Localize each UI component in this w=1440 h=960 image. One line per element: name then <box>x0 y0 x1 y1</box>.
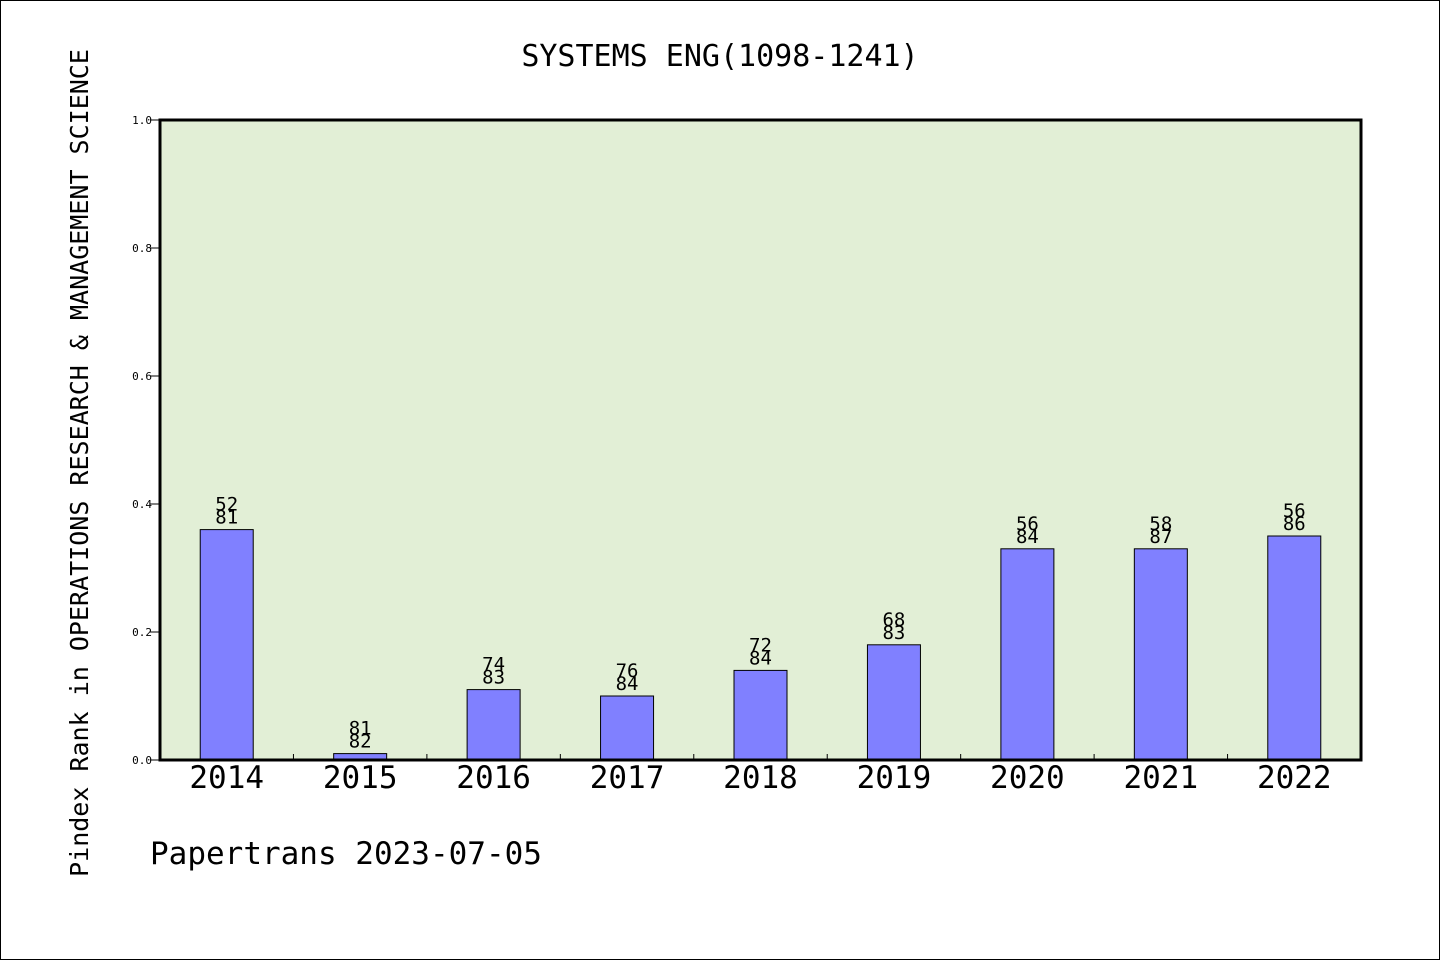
bar-label-top: 56 <box>1283 500 1306 522</box>
y-axis: 0.0 0.2 0.4 0.6 0.8 1.0 <box>132 114 160 767</box>
bar-2019 <box>866 644 921 761</box>
x-tick-label: 2021 <box>1124 760 1199 796</box>
y-tick-label: 0.6 <box>132 370 152 383</box>
bar-2014 <box>199 529 254 761</box>
bar-label-top: 81 <box>349 718 372 740</box>
bar-label-bottom: 87 <box>1149 526 1172 548</box>
bar-2020 <box>1000 548 1055 761</box>
plot-border <box>158 118 1363 762</box>
bar-label-top: 58 <box>1149 513 1172 535</box>
bar-2018 <box>733 669 788 761</box>
bar-2017 <box>600 695 655 761</box>
x-tick-label: 2018 <box>723 760 798 796</box>
chart-title: SYSTEMS ENG(1098-1241) <box>521 39 918 74</box>
bar-2016 <box>466 689 521 761</box>
x-tick-label: 2020 <box>990 760 1065 796</box>
bar-label-bottom: 83 <box>482 667 505 689</box>
bar-label-top: 76 <box>616 660 639 682</box>
bar-label-top: 68 <box>882 609 905 631</box>
x-tick-label: 2014 <box>189 760 264 796</box>
y-tick-label: 0.0 <box>132 754 152 767</box>
bar-label-bottom: 84 <box>749 647 772 669</box>
bar-label-bottom: 82 <box>349 731 372 753</box>
bar-label-bottom: 83 <box>882 622 905 644</box>
bar-label-bottom: 84 <box>1016 526 1039 548</box>
bar-2022 <box>1267 535 1322 761</box>
x-tick-label: 2017 <box>590 760 665 796</box>
x-tick-label: 2016 <box>456 760 531 796</box>
x-tick-label: 2019 <box>857 760 932 796</box>
bars <box>199 529 1322 761</box>
bar-label-bottom: 81 <box>215 507 238 529</box>
bar-label-top: 52 <box>215 494 238 516</box>
y-axis-label: Pindex Rank in OPERATIONS RESEARCH & MAN… <box>65 49 94 877</box>
bar-label-top: 72 <box>749 634 772 656</box>
bar-label-bottom: 84 <box>616 673 639 695</box>
y-tick-label: 0.4 <box>132 498 152 511</box>
footer-text: Papertrans 2023-07-05 <box>150 836 542 872</box>
x-tick-label: 2015 <box>323 760 398 796</box>
x-axis: 2014 2015 2016 2017 2018 2019 2020 2021 2022 <box>189 760 1331 796</box>
bar-label-top: 74 <box>482 654 505 676</box>
bar-label-bottom: 86 <box>1283 513 1306 535</box>
x-tick-label: 2022 <box>1257 760 1332 796</box>
y-tick-label: 1.0 <box>132 114 152 127</box>
bar-2021 <box>1133 548 1188 761</box>
y-tick-label: 0.2 <box>132 626 152 639</box>
y-tick-label: 0.8 <box>132 242 152 255</box>
bar-label-top: 56 <box>1016 513 1039 535</box>
